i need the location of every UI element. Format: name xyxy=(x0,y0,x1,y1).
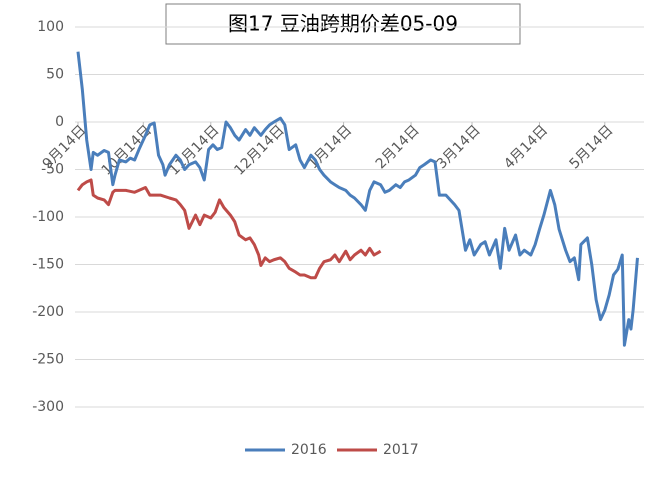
x-tick-label: 2月14日 xyxy=(373,122,423,172)
y-tick-label: -100 xyxy=(32,209,64,225)
x-tick-label: 3月14日 xyxy=(434,122,484,172)
y-tick-label: 50 xyxy=(46,67,64,83)
series-line xyxy=(76,178,382,280)
x-tick-label: 5月14日 xyxy=(566,122,616,172)
y-tick-label: 100 xyxy=(37,19,64,35)
title-box xyxy=(165,3,521,45)
x-tick-label: 12月14日 xyxy=(231,122,287,178)
x-tick-label: 4月14日 xyxy=(501,122,551,172)
x-tick-label: 11月14日 xyxy=(166,122,222,178)
legend-label: 2017 xyxy=(383,442,419,458)
legend-label: 2016 xyxy=(291,442,327,458)
y-tick-label: -150 xyxy=(32,257,64,273)
y-tick-label: -50 xyxy=(41,162,64,178)
x-tick-label: 1月14日 xyxy=(305,122,355,172)
y-tick-label: -300 xyxy=(32,399,64,415)
y-tick-label: -200 xyxy=(32,304,64,320)
x-tick-label: 9月14日 xyxy=(40,122,90,172)
series-line xyxy=(76,51,639,347)
y-tick-label: 0 xyxy=(55,114,64,130)
y-tick-label: -250 xyxy=(32,352,64,368)
chart-title: 图17 豆油跨期价差05-09 xyxy=(228,12,458,36)
